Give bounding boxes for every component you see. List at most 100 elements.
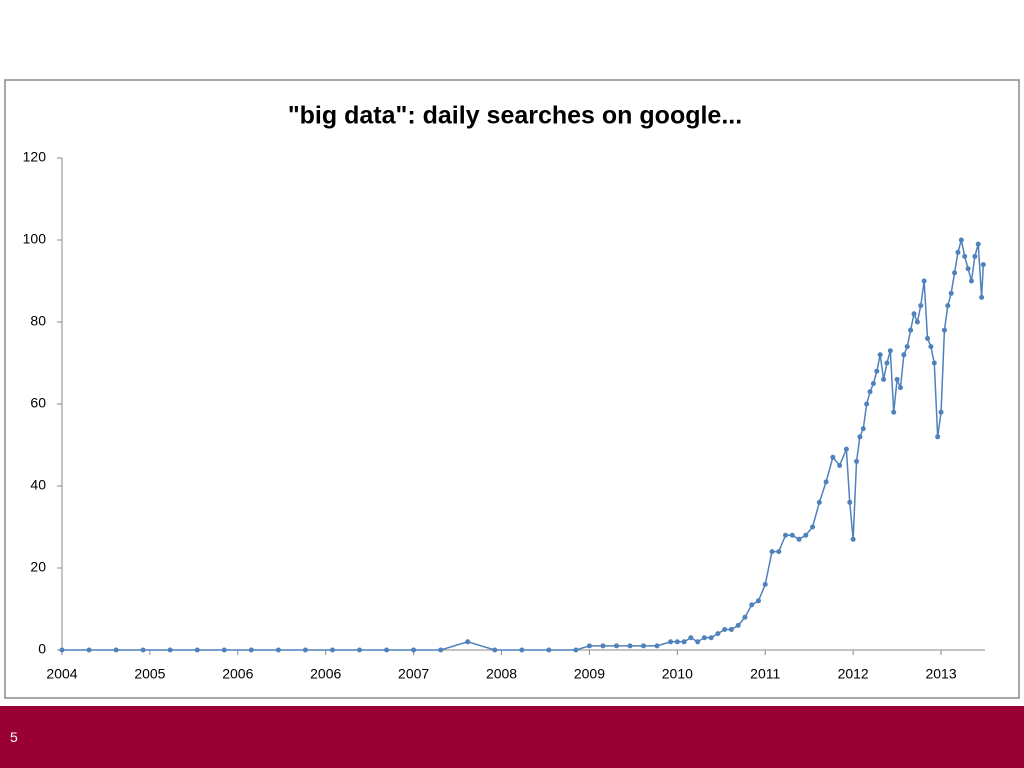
point xyxy=(735,622,741,628)
point xyxy=(948,290,954,296)
point xyxy=(613,643,619,649)
point xyxy=(877,352,883,358)
point xyxy=(59,647,65,653)
point xyxy=(749,602,755,608)
point xyxy=(586,643,592,649)
point xyxy=(884,360,890,366)
point xyxy=(908,327,914,333)
point xyxy=(938,409,944,415)
x-tick-label: 2010 xyxy=(662,666,693,682)
point xyxy=(519,647,525,653)
y-tick-label: 80 xyxy=(30,313,46,329)
point xyxy=(411,647,417,653)
x-tick-label: 2008 xyxy=(486,666,517,682)
y-tick-label: 40 xyxy=(30,477,46,493)
x-tick-label: 2013 xyxy=(925,666,956,682)
point xyxy=(167,647,173,653)
point xyxy=(870,381,876,386)
point xyxy=(887,348,893,354)
point xyxy=(194,647,200,653)
x-tick-label: 2005 xyxy=(134,666,165,682)
point xyxy=(864,401,870,407)
point xyxy=(329,647,335,653)
point xyxy=(695,639,701,645)
point xyxy=(881,376,887,382)
point xyxy=(796,536,802,542)
point xyxy=(86,647,92,653)
chart: "big data": daily searches on google... … xyxy=(4,79,1020,699)
point xyxy=(789,532,795,538)
point xyxy=(708,635,714,641)
y-tick-label: 60 xyxy=(30,395,46,411)
point xyxy=(654,643,660,649)
point xyxy=(952,270,958,276)
x-tick-label: 2007 xyxy=(398,666,429,682)
point xyxy=(803,532,809,538)
point xyxy=(674,639,680,645)
point xyxy=(904,344,910,350)
point xyxy=(894,376,900,382)
point xyxy=(823,479,829,485)
point xyxy=(857,434,863,440)
point xyxy=(681,639,687,645)
point xyxy=(465,639,471,645)
point xyxy=(492,647,498,653)
point xyxy=(931,360,937,366)
point xyxy=(248,647,254,653)
point xyxy=(914,319,920,325)
point xyxy=(928,344,934,350)
y-tick-label: 0 xyxy=(38,641,46,657)
point xyxy=(573,647,579,653)
point xyxy=(962,253,968,259)
point xyxy=(843,446,849,452)
point xyxy=(755,598,761,604)
point xyxy=(384,647,390,653)
point xyxy=(972,253,978,259)
chart-title: "big data": daily searches on google... xyxy=(288,102,742,130)
chart-frame xyxy=(4,79,1020,699)
point xyxy=(847,499,853,505)
point xyxy=(816,499,822,505)
y-tick-label: 120 xyxy=(23,149,47,165)
point xyxy=(935,434,941,440)
point xyxy=(275,647,281,653)
point xyxy=(776,549,782,555)
point xyxy=(837,463,843,468)
x-tick-label: 2011 xyxy=(750,666,780,682)
point xyxy=(140,647,146,653)
point xyxy=(357,647,363,653)
point xyxy=(925,335,931,341)
point xyxy=(783,532,789,538)
point xyxy=(438,647,444,653)
point xyxy=(891,409,897,415)
point xyxy=(221,647,227,653)
point xyxy=(854,458,860,464)
point xyxy=(965,266,971,272)
point xyxy=(830,454,836,460)
point xyxy=(668,639,674,645)
point xyxy=(945,303,951,309)
point xyxy=(918,303,924,309)
x-tick-label: 2004 xyxy=(46,666,77,682)
x-tick-label: 2006 xyxy=(222,666,253,682)
x-tick-label: 2012 xyxy=(838,666,869,682)
point xyxy=(968,278,974,284)
point xyxy=(627,643,633,649)
x-tick-label: 2006 xyxy=(310,666,341,682)
point xyxy=(728,627,734,632)
point xyxy=(979,294,985,300)
point xyxy=(867,389,873,395)
point xyxy=(941,327,947,333)
point xyxy=(901,352,907,358)
point xyxy=(762,581,768,587)
point xyxy=(769,549,775,555)
x-tick-label: 2009 xyxy=(574,666,605,682)
point xyxy=(688,635,694,641)
point xyxy=(113,647,119,653)
y-tick-label: 100 xyxy=(23,231,47,247)
slide-number: 5 xyxy=(10,729,18,745)
point xyxy=(600,643,606,649)
footer-band xyxy=(0,706,1024,768)
point xyxy=(874,368,880,374)
